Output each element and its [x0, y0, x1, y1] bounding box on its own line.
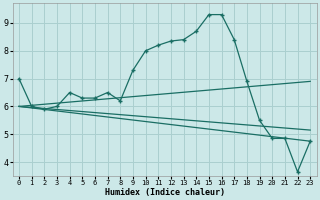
X-axis label: Humidex (Indice chaleur): Humidex (Indice chaleur) [105, 188, 225, 197]
